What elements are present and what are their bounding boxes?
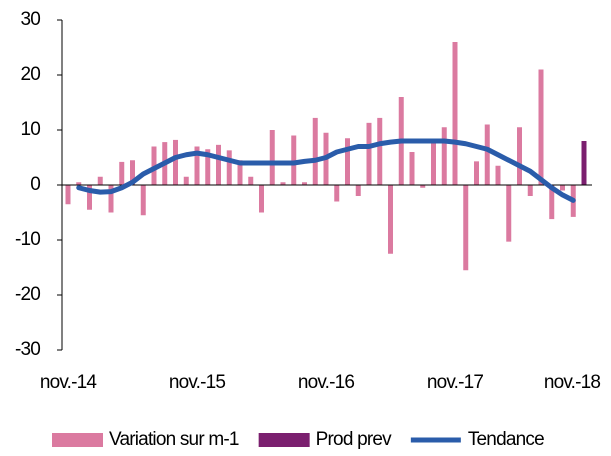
bar <box>291 135 297 185</box>
bar <box>431 139 436 185</box>
y-tick-label: 0 <box>30 174 40 195</box>
bar <box>173 139 178 185</box>
bar <box>345 138 350 185</box>
x-tick-label: nov.-15 <box>169 372 226 393</box>
bar <box>302 182 307 185</box>
y-tick-label: 20 <box>20 64 40 85</box>
legend-swatch <box>52 433 103 447</box>
bar <box>495 165 501 185</box>
bar <box>248 176 254 185</box>
bar <box>119 161 125 185</box>
bar <box>205 149 211 185</box>
bar <box>484 124 490 185</box>
trend-line <box>76 138 576 203</box>
bar <box>441 127 447 185</box>
bar <box>581 141 587 185</box>
bar <box>87 185 92 210</box>
legend-label: Variation sur m-1 <box>109 429 239 450</box>
x-tick-label: nov.-16 <box>298 372 355 393</box>
x-tick-label: nov.-18 <box>544 372 601 393</box>
bar <box>194 146 200 185</box>
bar <box>506 185 512 242</box>
bar <box>366 122 372 185</box>
bar <box>355 185 361 196</box>
bar <box>216 144 221 185</box>
bar <box>97 176 103 185</box>
legend-swatch <box>258 433 310 447</box>
y-tick-label: 30 <box>20 9 40 30</box>
y-tick-label: 10 <box>20 119 40 140</box>
bar <box>452 42 458 185</box>
bar <box>140 185 146 216</box>
y-tick-label: -10 <box>15 229 40 250</box>
bar <box>226 150 232 185</box>
bar <box>388 185 393 254</box>
y-tick-label: -20 <box>15 284 40 305</box>
bar <box>549 185 555 220</box>
bar <box>76 182 82 185</box>
bar <box>377 117 383 185</box>
y-tick-label: -30 <box>15 339 40 360</box>
bar <box>474 161 479 185</box>
bar <box>65 185 71 205</box>
bar <box>420 185 426 188</box>
x-tick-label: nov.-17 <box>427 372 484 393</box>
x-tick-label: nov.-14 <box>40 372 98 393</box>
bar <box>259 185 264 213</box>
bar <box>463 185 469 271</box>
legend-label: Tendance <box>468 429 544 450</box>
bar <box>183 176 189 185</box>
bar <box>527 185 533 196</box>
bar <box>280 182 286 185</box>
bar <box>130 160 135 185</box>
bar <box>312 117 318 185</box>
bar <box>560 185 565 191</box>
bar <box>108 185 114 213</box>
bar <box>538 69 544 185</box>
legend-label: Prod prev <box>316 429 392 450</box>
bar <box>334 185 340 202</box>
bar <box>237 160 243 185</box>
bar <box>269 130 275 185</box>
bar <box>409 152 415 185</box>
bar <box>517 127 522 185</box>
